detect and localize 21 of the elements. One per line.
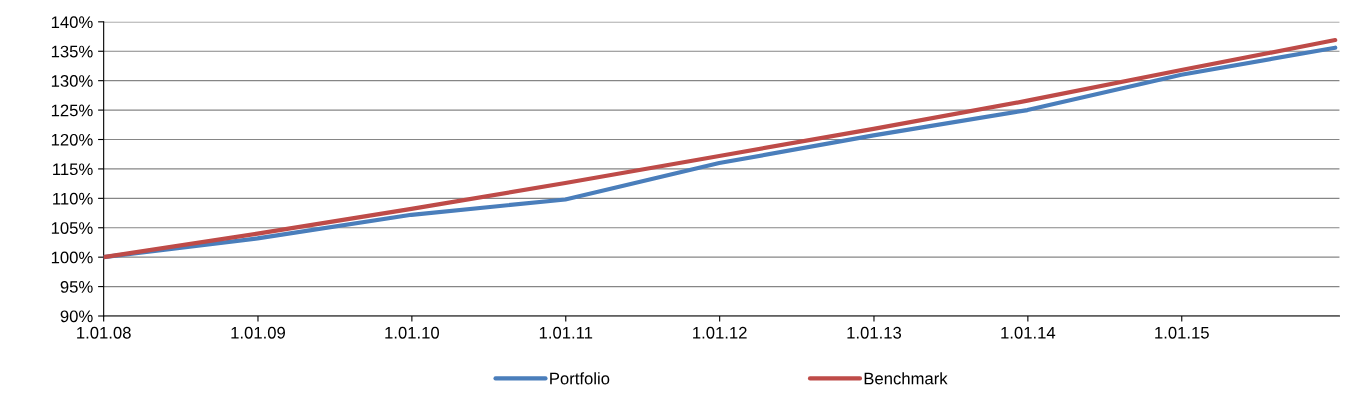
y-tick-label: 100% [51, 251, 93, 264]
y-tick-label: 135% [51, 45, 93, 58]
x-tick-label: 1.01.15 [1155, 326, 1209, 339]
y-tick-label: 115% [53, 163, 93, 176]
legend-label: Benchmark [864, 372, 948, 385]
y-tick-label: 120% [51, 133, 93, 146]
x-tick-label: 1.01.09 [231, 326, 285, 339]
y-tick-label: 110% [53, 192, 93, 205]
y-tick-label: 95% [60, 280, 93, 293]
legend-label: Portfolio [550, 372, 610, 385]
y-tick-label: 140% [51, 16, 93, 29]
y-tick-label: 130% [51, 75, 93, 87]
x-tick-label: 1.01.12 [693, 326, 747, 339]
y-tick-label: 125% [51, 104, 93, 117]
y-tick-label: 90% [60, 310, 93, 323]
x-tick-label: 1.01.08 [77, 326, 131, 339]
x-tick-label: 1.01.11 [539, 326, 593, 339]
x-tick-label: 1.01.13 [847, 326, 902, 339]
x-tick-label: 1.01.10 [385, 326, 440, 339]
y-tick-label: 105% [51, 222, 93, 234]
x-tick-label: 1.01.14 [1001, 326, 1056, 339]
